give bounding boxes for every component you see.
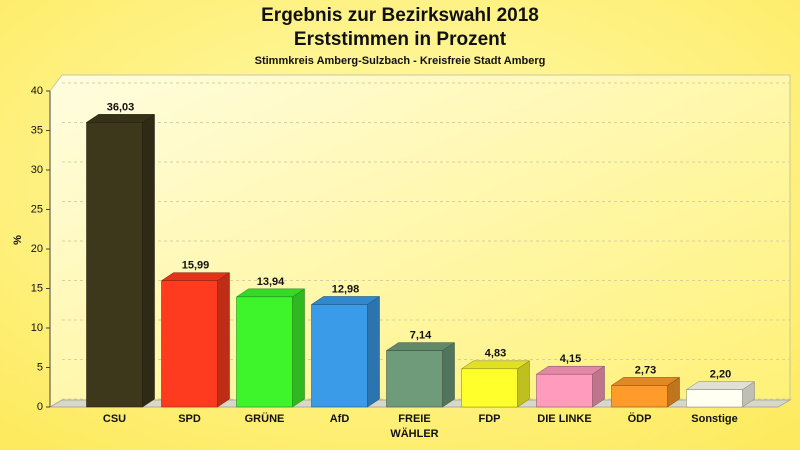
bar bbox=[686, 389, 743, 408]
x-tick-label: ÖDP bbox=[628, 412, 652, 425]
bar-top bbox=[610, 377, 681, 386]
value-label: 4,83 bbox=[485, 348, 506, 360]
y-tick-label: 0 bbox=[37, 401, 43, 413]
bar bbox=[161, 280, 218, 408]
value-label: 2,20 bbox=[710, 369, 731, 381]
bar bbox=[386, 350, 443, 408]
bar-side bbox=[442, 342, 455, 408]
bar-side bbox=[367, 295, 380, 408]
bar bbox=[461, 368, 518, 408]
x-tick-label: DIE LINKE bbox=[537, 413, 591, 425]
y-tick-label: 25 bbox=[31, 203, 43, 215]
y-tick-label: 30 bbox=[31, 164, 43, 176]
chart-subtitle: Erststimmen in Prozent bbox=[294, 29, 507, 50]
value-label: 36,03 bbox=[107, 101, 135, 113]
bar bbox=[86, 122, 143, 408]
value-label: 2,73 bbox=[635, 364, 656, 376]
bar-top bbox=[460, 360, 531, 370]
x-tick-label: FDP bbox=[479, 413, 501, 425]
y-tick-label: 10 bbox=[31, 322, 43, 334]
chart-caption: Stimmkreis Amberg-Sulzbach - Kreisfreie … bbox=[255, 55, 546, 67]
value-label: 15,99 bbox=[182, 260, 210, 272]
x-tick-label: FREIE WÄHLER bbox=[390, 413, 438, 440]
bar-top bbox=[160, 272, 231, 281]
bar-top bbox=[310, 296, 381, 305]
x-tick-label: SPD bbox=[178, 413, 201, 425]
bar-side bbox=[292, 288, 305, 408]
y-tick-label: 5 bbox=[37, 361, 43, 373]
bar-top bbox=[685, 381, 756, 390]
y-tick-label: 15 bbox=[31, 282, 43, 294]
x-tick-label-line: FREIE bbox=[398, 413, 430, 425]
x-tick-label: CSU bbox=[103, 413, 126, 425]
value-label: 4,15 bbox=[560, 353, 581, 365]
x-tick-label: AfD bbox=[330, 413, 350, 425]
bar bbox=[536, 373, 593, 408]
bar bbox=[611, 385, 668, 408]
value-label: 12,98 bbox=[332, 283, 360, 295]
bar bbox=[311, 304, 368, 408]
bar-top bbox=[85, 114, 156, 123]
bar-top bbox=[235, 288, 306, 298]
bar-side bbox=[217, 272, 230, 408]
y-axis-label: % bbox=[12, 235, 24, 245]
bar bbox=[236, 296, 293, 408]
chart-title: Ergebnis zur Bezirkswahl 2018 bbox=[261, 5, 539, 26]
x-tick-label-line: WÄHLER bbox=[390, 427, 438, 440]
value-label: 13,94 bbox=[257, 276, 285, 288]
bar-side bbox=[142, 113, 155, 408]
value-label: 7,14 bbox=[410, 330, 432, 342]
bar-top bbox=[535, 365, 606, 375]
x-tick-label: Sonstige bbox=[691, 413, 737, 425]
y-tick-label: 35 bbox=[31, 124, 43, 136]
y-tick-label: 20 bbox=[31, 243, 43, 255]
y-tick-label: 40 bbox=[31, 85, 43, 97]
bar-top bbox=[385, 342, 456, 351]
x-tick-label: GRÜNE bbox=[245, 412, 285, 425]
